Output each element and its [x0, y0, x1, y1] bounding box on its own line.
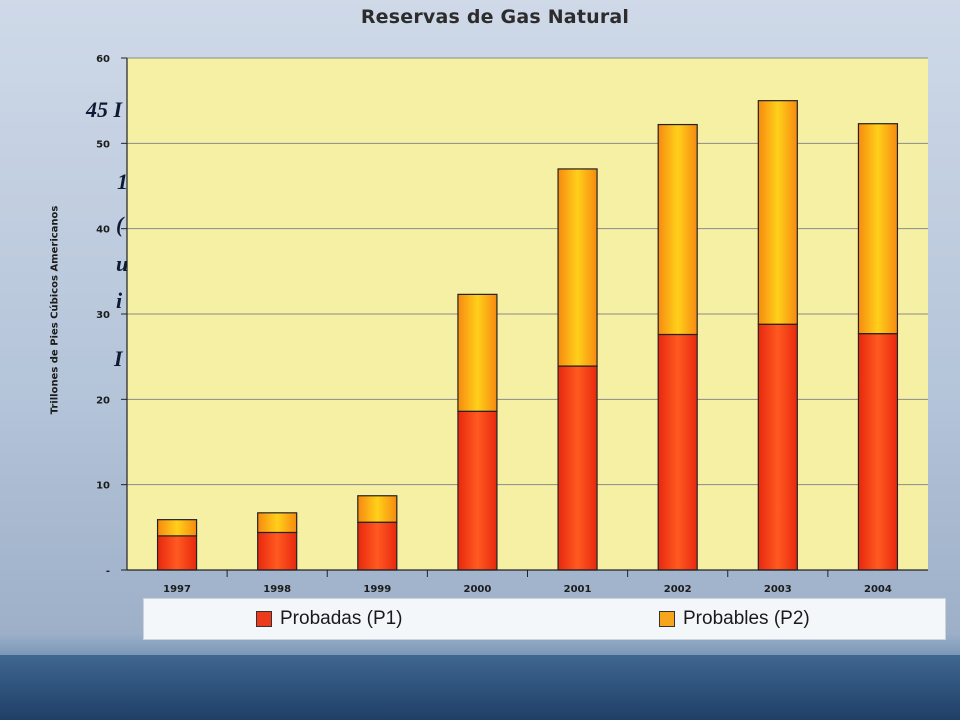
- x-tick-label: 2000: [464, 584, 492, 595]
- legend-swatch-p1: [256, 611, 272, 627]
- overlay-text-6: I: [114, 346, 123, 371]
- bar-probables: [257, 512, 298, 534]
- x-tick-label: 1997: [163, 584, 191, 595]
- y-tick-label: -: [106, 566, 110, 577]
- bar-probables: [457, 293, 498, 412]
- bar-probadas: [457, 410, 498, 571]
- overlay-text-3: (: [116, 212, 124, 237]
- x-tick-labels: 1997 1998 1999 2000 2001 2002 2003 2004: [163, 570, 892, 595]
- bar-probables: [557, 168, 598, 367]
- bar-probables: [857, 123, 899, 335]
- bar-probadas: [257, 531, 298, 571]
- bar-probadas: [857, 333, 899, 571]
- bar-probables: [357, 495, 398, 523]
- bars: [156, 100, 899, 571]
- legend-swatch-p2: [659, 611, 675, 627]
- y-tick-label: 50: [96, 139, 110, 150]
- x-tick-label: 1998: [263, 584, 291, 595]
- y-tick-labels: - 10 20 30 40 50 60: [96, 54, 127, 577]
- overlay-text-2: 1: [117, 169, 128, 194]
- overlay-text-1: 45 I: [86, 97, 123, 122]
- y-tick-label: 20: [96, 395, 110, 406]
- bar-probables: [657, 123, 698, 336]
- chart-title: Reservas de Gas Natural: [360, 6, 630, 28]
- legend-label-p2: Probables (P2): [683, 608, 810, 629]
- slide-footer-band: [0, 655, 960, 720]
- y-tick-label: 60: [96, 54, 110, 65]
- x-tick-label: 2001: [564, 584, 592, 595]
- bar-probadas: [357, 521, 398, 571]
- legend-label-p1: Probadas (P1): [280, 608, 403, 629]
- bar-probadas: [156, 535, 198, 571]
- x-tick-label: 2002: [664, 584, 692, 595]
- legend-item-p1: Probadas (P1): [256, 608, 403, 630]
- y-tick-label: 10: [96, 481, 110, 492]
- x-tick-label: 2003: [764, 584, 792, 595]
- x-tick-label: 2004: [864, 584, 892, 595]
- overlay-text-5: i: [116, 288, 123, 313]
- y-tick-label: 30: [96, 310, 110, 321]
- bar-probadas: [557, 365, 598, 571]
- bar-probables: [757, 100, 798, 325]
- bar-probadas: [757, 323, 798, 571]
- chart-legend: Probadas (P1) Probables (P2): [143, 598, 946, 640]
- legend-item-p2: Probables (P2): [659, 608, 810, 630]
- x-tick-label: 1999: [363, 584, 391, 595]
- overlay-text-4: u: [116, 251, 129, 276]
- bar-probadas: [657, 333, 698, 571]
- bar-probables: [156, 519, 198, 537]
- y-tick-label: 40: [96, 225, 110, 236]
